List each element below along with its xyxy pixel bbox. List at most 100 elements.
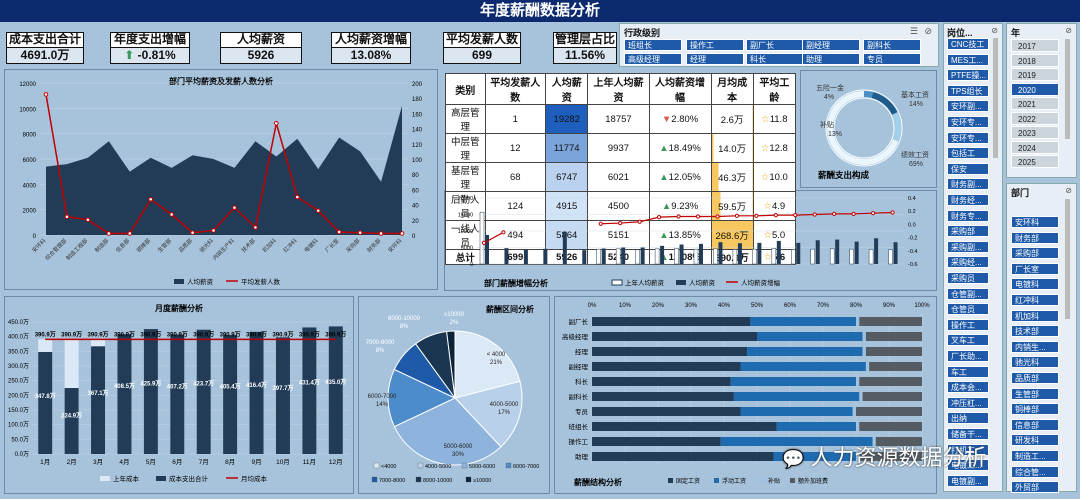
dept-option[interactable]: 制造工...	[1011, 450, 1059, 462]
position-option[interactable]: 仓管员	[947, 303, 989, 316]
y-tick-label: 400.0万	[8, 334, 29, 341]
position-option[interactable]: 采购经...	[947, 256, 989, 269]
position-option[interactable]: 采购副...	[947, 240, 989, 253]
dept-option[interactable]: 驰光科	[1011, 356, 1059, 369]
dept-option[interactable]: 内销生...	[1011, 340, 1059, 353]
position-option[interactable]: 储备干...	[947, 428, 989, 440]
position-option[interactable]: 成本会...	[947, 381, 989, 394]
top-label: 390.9万	[325, 331, 346, 338]
growth-point	[656, 215, 662, 220]
admin-level-option[interactable]: 经理	[686, 53, 744, 65]
admin-level-option[interactable]: 操作工	[686, 39, 744, 51]
position-option[interactable]: 采购员	[947, 272, 989, 284]
position-option[interactable]: 仓管副...	[947, 287, 989, 300]
position-option[interactable]: 叉车工	[947, 334, 989, 347]
position-option[interactable]: 操作工	[947, 318, 989, 331]
position-option[interactable]: 安环副...	[947, 100, 989, 113]
dept-option[interactable]: 机加科	[1011, 309, 1059, 322]
admin-level-option[interactable]: 专员	[863, 53, 921, 65]
dept-option[interactable]: 安环科	[1011, 216, 1059, 228]
structure-bar	[747, 347, 863, 356]
legend-label: 额外加班费	[798, 477, 828, 485]
admin-level-option[interactable]: 高级经理	[624, 53, 682, 65]
admin-level-option[interactable]: 副厂长	[746, 39, 804, 51]
position-option[interactable]: 财务专...	[947, 209, 989, 222]
year-option[interactable]: 2021	[1011, 97, 1059, 110]
x-tick-label: 30%	[685, 303, 698, 309]
admin-level-option[interactable]: 副科长	[863, 39, 921, 51]
donut-slice	[863, 91, 874, 98]
admin-level-option[interactable]: 助理	[802, 53, 860, 65]
kpi-value: 13.08%	[331, 48, 411, 64]
position-option[interactable]: 打机工	[947, 443, 989, 456]
dept-option[interactable]: 财务部	[1011, 231, 1059, 244]
dept-option[interactable]: 厂长室	[1011, 262, 1059, 275]
position-option[interactable]: 财务经...	[947, 194, 989, 206]
slice-label: 五险一金	[816, 83, 844, 92]
year-option[interactable]: 2024	[1011, 140, 1059, 154]
admin-level-option[interactable]: 副经理	[802, 39, 860, 51]
dept-option[interactable]: 综合管...	[1011, 465, 1059, 478]
composition-chart: 五险一金 4% 基本工资 14% 补贴 13% 绩效工资 69% 薪酬支出构成	[816, 83, 929, 180]
position-option[interactable]: 采购部	[947, 225, 989, 238]
year-option[interactable]: 2025	[1011, 155, 1059, 168]
dept-option[interactable]: 信息部	[1011, 418, 1059, 431]
legend-swatch	[760, 478, 765, 483]
structure-bar	[740, 407, 853, 416]
structure-bar	[592, 437, 721, 446]
position-option[interactable]: 电镀副...	[947, 474, 989, 487]
position-option[interactable]: TPS组长	[947, 84, 989, 97]
clear-filter-icon[interactable]: ⊘	[1065, 186, 1072, 195]
dept-option[interactable]: 外贸部	[1011, 481, 1059, 494]
position-option[interactable]: 冲压杠...	[947, 396, 989, 409]
dept-salary-chart: 部门平均薪资及发薪人数分析020004000600080001000012000…	[19, 76, 422, 286]
table-header: 人均薪资增幅	[648, 73, 712, 105]
position-option[interactable]: MES工...	[947, 53, 989, 66]
position-option[interactable]: CNC技工	[947, 38, 989, 50]
bar-label: 435.0万	[325, 379, 346, 386]
year-option[interactable]: 2020	[1011, 82, 1059, 96]
dept-option[interactable]: 技术部	[1011, 325, 1059, 338]
kpi-value: 11.56%	[553, 48, 617, 64]
admin-level-option[interactable]: 科长	[746, 53, 804, 65]
prev-salary-bar	[674, 248, 679, 265]
year-option[interactable]: 2022	[1011, 111, 1059, 125]
year-option[interactable]: 2019	[1011, 68, 1059, 81]
position-option[interactable]: 车工	[947, 365, 989, 378]
structure-bar	[852, 407, 856, 416]
x-tick-label: 40%	[718, 303, 731, 309]
dept-option[interactable]: 红冲科	[1011, 294, 1059, 306]
year-option[interactable]: 2018	[1011, 53, 1059, 67]
dept-option[interactable]: 研发科	[1011, 434, 1059, 447]
admin-level-option[interactable]: 班组长	[624, 39, 682, 51]
structure-bar	[733, 392, 860, 401]
cost-bar	[249, 331, 264, 454]
scrollbar[interactable]	[993, 38, 998, 158]
x-tick-label: 10月	[276, 458, 290, 466]
multi-select-icon[interactable]: ☰	[909, 26, 918, 36]
position-option[interactable]: 保安	[947, 162, 989, 175]
clear-filter-icon[interactable]: ⊘	[1065, 26, 1072, 35]
position-option[interactable]: 包括工	[947, 147, 989, 160]
year-option[interactable]: 2023	[1011, 126, 1059, 139]
legend-swatch	[714, 478, 719, 483]
dept-option[interactable]: 生管部	[1011, 387, 1059, 400]
position-option[interactable]: 电镀工...	[947, 459, 989, 472]
position-option[interactable]: 财务副...	[947, 178, 989, 191]
position-option[interactable]: PTFE操...	[947, 69, 989, 82]
dept-option[interactable]: 铜棒部	[1011, 403, 1059, 416]
position-option[interactable]: 安环专...	[947, 131, 989, 144]
dept-option[interactable]: 品质部	[1011, 372, 1059, 384]
clear-filter-icon[interactable]: ⊘	[991, 26, 998, 35]
dept-option[interactable]: 采购部	[1011, 247, 1059, 260]
position-option[interactable]: 安环专...	[947, 116, 989, 128]
position-option[interactable]: 厂长助...	[947, 350, 989, 362]
position-option[interactable]: 出纳	[947, 412, 989, 425]
bar-label: 397.7万	[272, 385, 293, 392]
growth-point	[618, 220, 623, 226]
year-option[interactable]: 2017	[1011, 39, 1059, 52]
scrollbar[interactable]	[1065, 199, 1070, 319]
scrollbar[interactable]	[1065, 39, 1070, 139]
clear-filter-icon[interactable]: ⊘	[924, 26, 932, 36]
dept-option[interactable]: 电镀科	[1011, 278, 1059, 291]
